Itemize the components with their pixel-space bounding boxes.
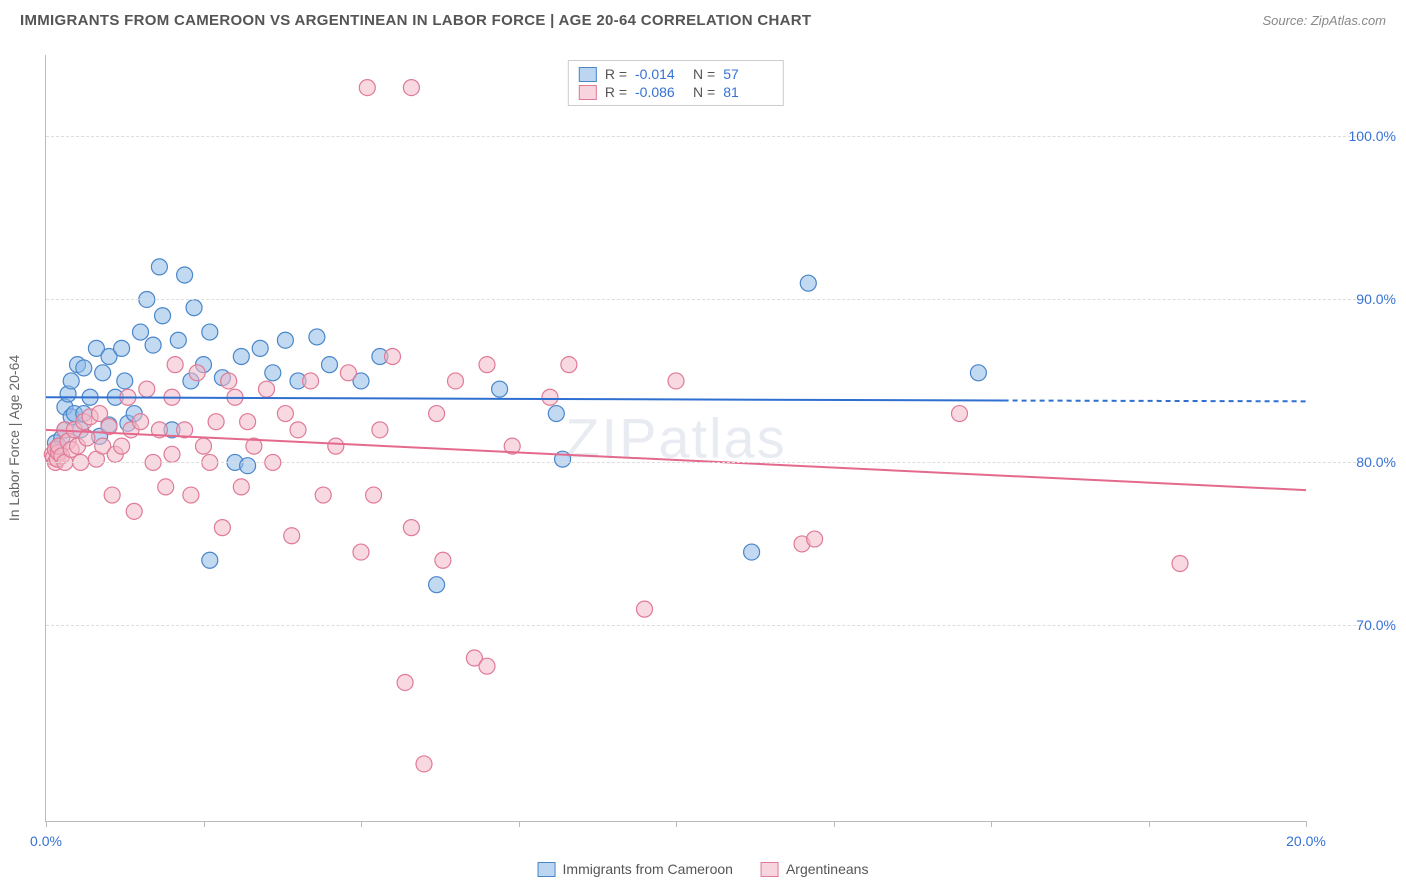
x-tick [204,821,205,827]
correlation-legend: R = -0.014 N = 57 R = -0.086 N = 81 [568,60,784,106]
x-tick [1149,821,1150,827]
x-tick [834,821,835,827]
series-name: Immigrants from Cameroon [563,861,733,877]
gridline [46,299,1366,300]
series-legend-item: Argentineans [761,861,869,877]
chart-title: IMMIGRANTS FROM CAMEROON VS ARGENTINEAN … [20,12,811,29]
chart-plot-area: In Labor Force | Age 20-64 ZIPatlas R =-… [45,55,1306,822]
legend-swatch [538,862,556,877]
legend-r-label: R = [605,66,627,82]
x-tick-label: 20.0% [1286,833,1326,849]
legend-r-value: -0.086 [635,84,685,100]
y-axis-label: In Labor Force | Age 20-64 [6,355,22,521]
x-tick [519,821,520,827]
legend-swatch [579,67,597,82]
legend-n-value: 81 [723,84,773,100]
x-tick [1306,821,1307,827]
legend-n-value: 57 [723,66,773,82]
legend-r-label: R = [605,84,627,100]
y-tick-label: 80.0% [1316,454,1396,470]
x-tick [46,821,47,827]
legend-row: R = -0.086 N = 81 [579,83,773,101]
legend-n-label: N = [693,84,715,100]
legend-n-label: N = [693,66,715,82]
x-tick [676,821,677,827]
scatter-plot-svg [46,55,1306,821]
x-tick [991,821,992,827]
x-tick [361,821,362,827]
x-tick-label: 0.0% [30,833,62,849]
series-legend-item: Immigrants from Cameroon [538,861,733,877]
source-label: Source: ZipAtlas.com [1262,13,1386,28]
series-legend: Immigrants from Cameroon Argentineans [538,861,869,877]
gridline [46,625,1366,626]
legend-row: R = -0.014 N = 57 [579,65,773,83]
legend-r-value: -0.014 [635,66,685,82]
y-tick-label: 70.0% [1316,617,1396,633]
gridline [46,136,1366,137]
series-name: Argentineans [786,861,869,877]
y-tick-label: 100.0% [1316,128,1396,144]
legend-swatch [579,85,597,100]
gridline [46,462,1366,463]
y-tick-label: 90.0% [1316,291,1396,307]
legend-swatch [761,862,779,877]
